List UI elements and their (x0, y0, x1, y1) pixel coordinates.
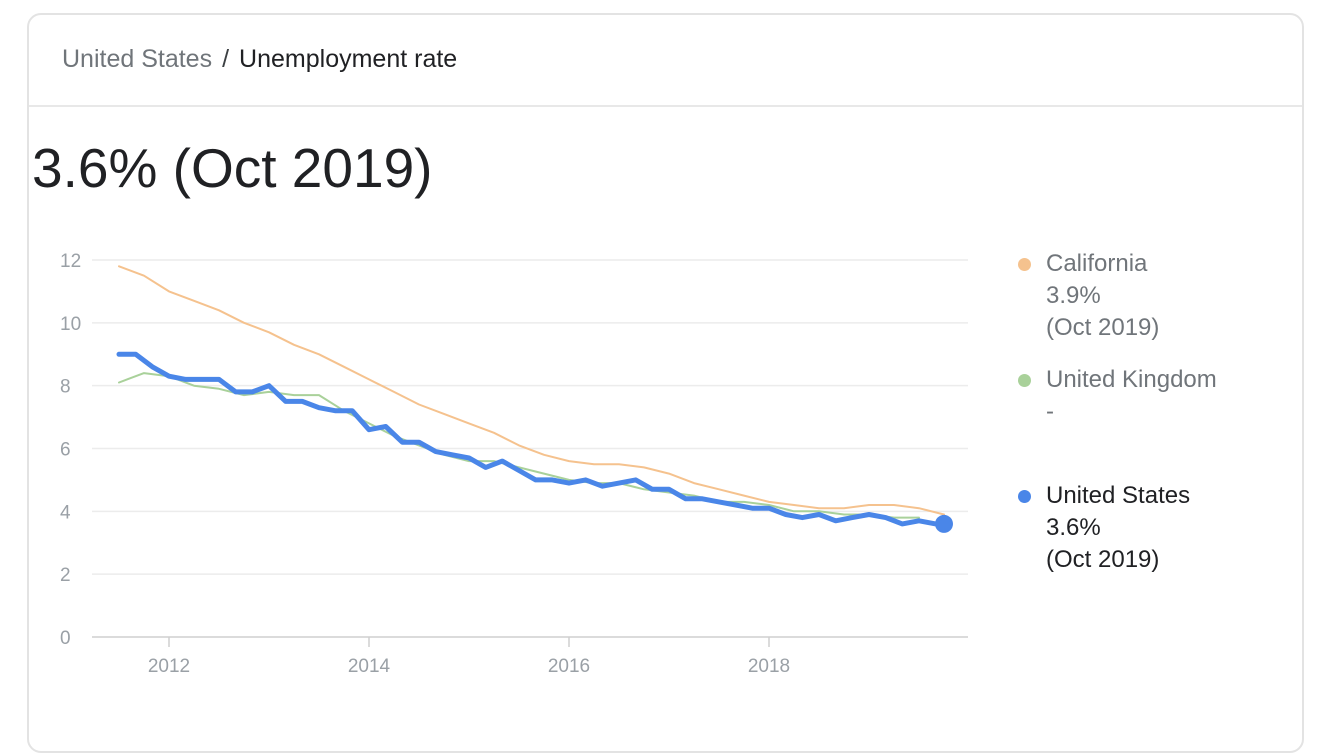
legend-series-name: United States (1046, 482, 1191, 509)
legend-dot-california (1018, 258, 1031, 271)
chart-card: United States / Unemployment rate (27, 13, 1304, 753)
card-header: United States / Unemployment rate (29, 15, 1302, 107)
series-line-california (118, 265, 945, 516)
legend-series-date: (Oct 2019) (1046, 546, 1160, 573)
latest-point-marker (935, 514, 953, 533)
y-axis-tick-labels: 0 2 4 6 8 10 12 (60, 251, 81, 649)
series-line-united-states (116, 351, 947, 527)
legend-series-name: United Kingdom (1046, 366, 1217, 393)
y-tick-label-0: 0 (60, 628, 71, 649)
y-tick-label-4: 4 (60, 502, 71, 523)
y-tick-label-10: 10 (60, 314, 81, 335)
legend-series-name: California (1046, 250, 1148, 277)
current-value-headline: 3.6% (Oct 2019) (32, 137, 433, 199)
x-tick-label-2012: 2012 (148, 656, 190, 677)
x-tick-label-2016: 2016 (548, 656, 590, 677)
unemployment-chart[interactable]: 0 2 4 6 8 10 12 2012 2014 2016 2018 (0, 0, 1010, 720)
breadcrumb-current: Unemployment rate (239, 45, 458, 73)
legend-dot-united-kingdom (1018, 374, 1031, 387)
x-axis-ticks: 2012 2014 2016 2018 (148, 637, 790, 677)
y-tick-label-8: 8 (60, 377, 71, 398)
x-tick-label-2018: 2018 (748, 656, 790, 677)
breadcrumb-parent-link[interactable]: United States (62, 45, 213, 73)
legend-dot-united-states (1018, 490, 1031, 503)
chart-series (116, 265, 953, 533)
breadcrumb-separator: / (222, 45, 230, 73)
legend-series-date: (Oct 2019) (1046, 314, 1160, 341)
x-tick-label-2014: 2014 (348, 656, 391, 677)
y-tick-label-12: 12 (60, 251, 81, 272)
breadcrumb: United States / Unemployment rate (62, 45, 457, 74)
legend-series-value: 3.6% (1046, 514, 1101, 541)
legend-series-value: - (1046, 398, 1054, 425)
y-tick-label-6: 6 (60, 440, 71, 461)
legend-series-value: 3.9% (1046, 282, 1101, 309)
y-tick-label-2: 2 (60, 565, 71, 586)
